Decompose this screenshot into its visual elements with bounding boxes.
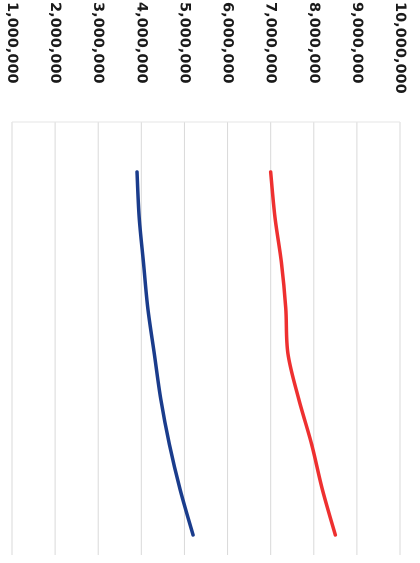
- y-tick-label: 2,000,000: [47, 2, 63, 84]
- y-axis-tick-labels: 1,000,000 2,000,000 3,000,000 4,000,000 5,00…: [4, 2, 408, 94]
- grid-lines: [11, 121, 401, 555]
- series-line-1: [268, 170, 338, 537]
- y-tick-label: 8,000,000: [306, 2, 322, 84]
- y-tick-label: 3,000,000: [90, 2, 106, 84]
- y-tick-label: 1,000,000: [4, 2, 20, 84]
- y-tick-label: 10,000,000: [392, 2, 408, 94]
- series-line-2: [135, 170, 195, 537]
- series-lines: [135, 170, 338, 537]
- y-tick-label: 4,000,000: [133, 2, 149, 84]
- y-tick-label: 7,000,000: [263, 2, 279, 84]
- y-tick-label: 6,000,000: [220, 2, 236, 84]
- y-tick-label: 5,000,000: [176, 2, 192, 84]
- y-tick-label: 9,000,000: [349, 2, 365, 84]
